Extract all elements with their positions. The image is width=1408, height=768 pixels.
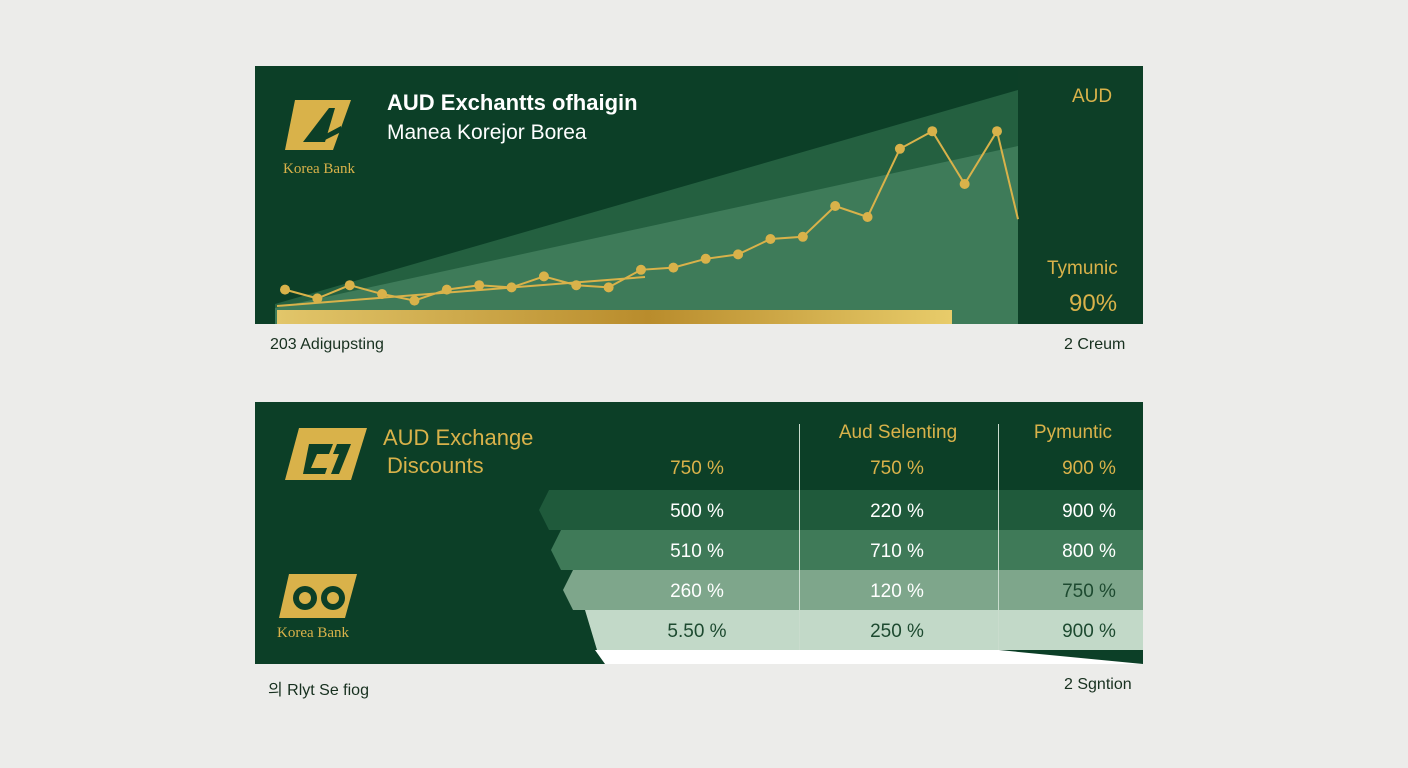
table-cell: 220 % [870, 501, 924, 522]
table-cell: 5.50 % [667, 621, 727, 642]
series-point [765, 234, 776, 244]
table-cell: 900 % [1062, 501, 1116, 522]
bank-logo-text: Korea Bank [283, 161, 356, 177]
side-label: Tymunic [1047, 258, 1118, 279]
side-value: 90% [1069, 290, 1118, 317]
table-cell: 750 % [670, 458, 724, 479]
series-point [603, 282, 614, 293]
series-point [636, 264, 646, 275]
side-column [1018, 66, 1143, 324]
chart-title: AUD Exchantts ofhaigin [387, 90, 638, 115]
chart-graphic [275, 66, 1143, 324]
gold-bar [277, 310, 952, 324]
series-point [377, 289, 388, 299]
line-series [280, 126, 1019, 306]
top-caption-right: 2 Creum [1064, 336, 1126, 353]
series-point [862, 212, 873, 222]
table-cell: 900 % [1062, 458, 1116, 479]
discount-logo-icon [285, 428, 367, 480]
bank-logo-text: Korea Bank [277, 625, 350, 641]
series-point [797, 231, 808, 242]
chart-subtitle: Manea Korejor Borea [387, 121, 587, 144]
series-point [409, 295, 420, 306]
top-caption-left: 203 Adigupsting [270, 336, 384, 353]
column-divider [799, 424, 800, 650]
table-cell: 260 % [670, 581, 724, 602]
exchange-chart-card: Korea Bank AUD Exchantts ofhaigin Manea … [255, 66, 1143, 324]
table-cell: 750 % [870, 458, 924, 479]
table-cell: 750 % [1062, 581, 1116, 602]
series-point [538, 271, 549, 282]
column-divider [998, 424, 999, 650]
currency-label: AUD [1072, 86, 1113, 107]
discount-title: AUD Exchange Discounts [383, 424, 533, 480]
table-cell: 900 % [1062, 621, 1116, 642]
trend-line [276, 276, 646, 307]
table-bands [539, 490, 1143, 664]
header-pymuntic: Pymuntic [1033, 422, 1113, 443]
table-cell: 500 % [670, 501, 724, 522]
series-line [284, 128, 1019, 302]
bottom-caption-right: 2 Sgntion [1064, 676, 1132, 693]
series-point [927, 126, 938, 137]
bank-logo-icon [279, 574, 357, 618]
series-point [571, 280, 582, 291]
series-point [441, 284, 452, 295]
series-point [312, 293, 323, 304]
discount-title-line2: Discounts [387, 453, 484, 478]
series-point [506, 282, 517, 293]
table-cell: 120 % [870, 581, 924, 602]
header-aud-selenting: Aud Selenting [838, 422, 958, 443]
series-point [992, 126, 1002, 137]
series-point [894, 143, 905, 154]
table-cell: 510 % [670, 541, 724, 562]
table-cell: 250 % [870, 621, 924, 642]
bottom-caption-left: 의 Rlyt Se fiog [268, 682, 369, 699]
bank-logo-icon [285, 100, 351, 150]
discount-title-line1: AUD Exchange [383, 425, 534, 450]
series-point [474, 280, 485, 291]
series-point [280, 284, 290, 295]
series-point [344, 280, 355, 291]
table-cell: 800 % [1062, 541, 1116, 562]
series-point [733, 249, 744, 260]
series-point [830, 201, 841, 211]
table-cell: 710 % [870, 541, 924, 562]
discount-table-card: AUD Exchange Discounts Korea Bank Aud Se… [255, 402, 1143, 664]
series-point [668, 262, 679, 273]
series-point [700, 253, 711, 264]
area-front [275, 146, 1018, 324]
series-point [959, 179, 970, 189]
